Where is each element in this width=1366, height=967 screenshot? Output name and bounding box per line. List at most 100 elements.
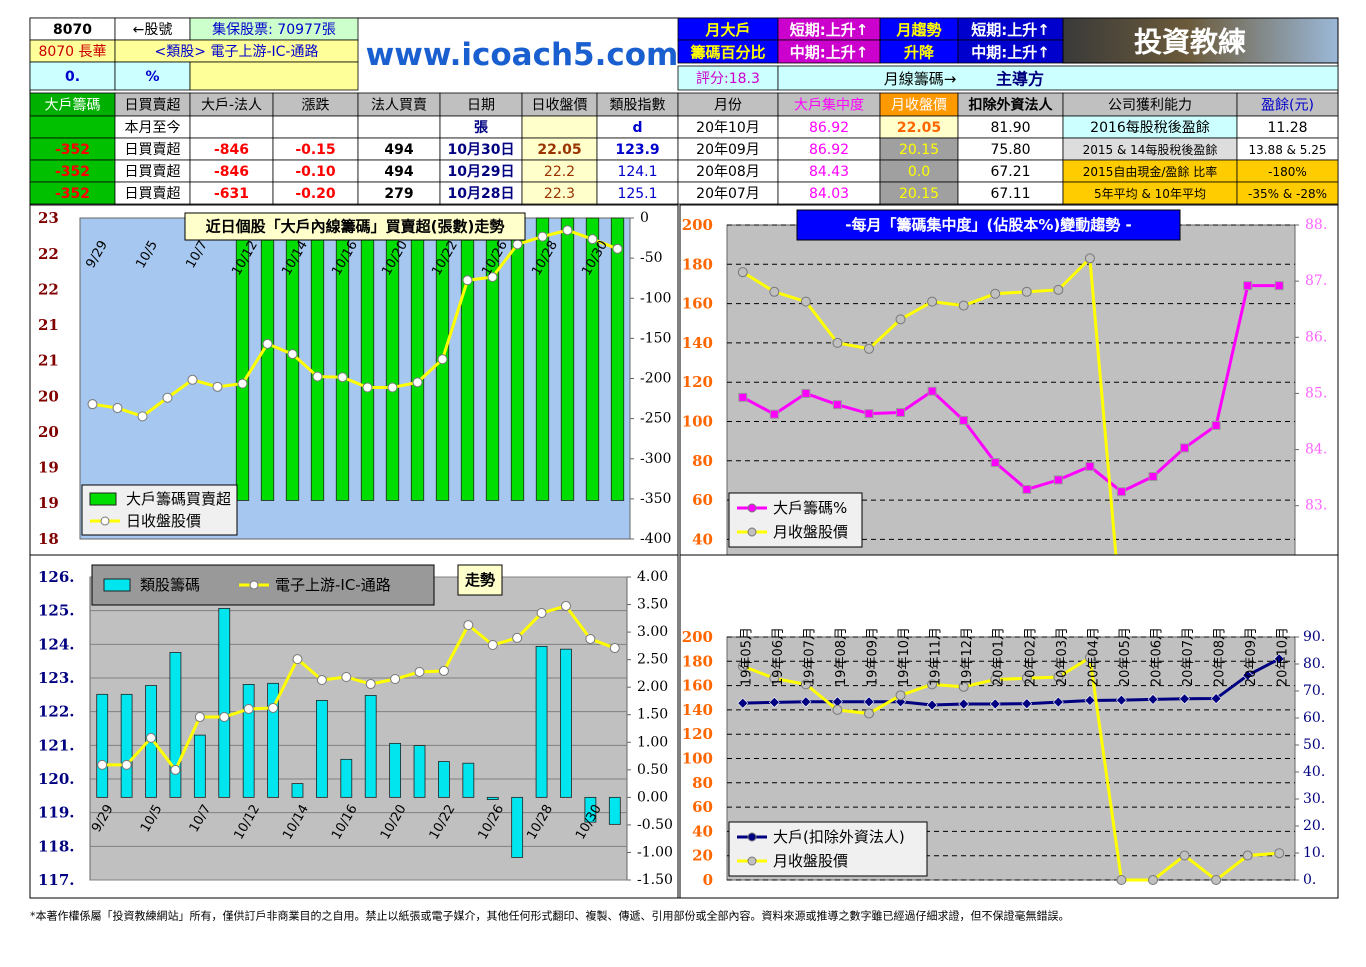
bar: [193, 734, 206, 798]
y2-tick-label: 60.: [1303, 710, 1325, 726]
x-tick-label: 20年01月: [992, 627, 1007, 686]
marker: [243, 703, 254, 714]
cell-text: 20年08月: [696, 164, 760, 180]
marker: [801, 388, 811, 398]
cell-text: 類股指數: [610, 98, 666, 114]
marker: [990, 457, 1000, 467]
y-tick-label: 80: [692, 774, 713, 792]
marker: [512, 632, 523, 643]
y-tick-label: 100: [682, 750, 713, 768]
y2-tick-label: -400: [640, 531, 671, 547]
y-tick-label: 180: [682, 652, 713, 670]
marker: [1084, 695, 1096, 706]
bar: [389, 742, 402, 798]
cell-text: 短期:上升↑: [971, 21, 1050, 39]
cell-text: 日買賣超: [125, 98, 181, 114]
bar: [413, 745, 426, 798]
marker: [463, 620, 474, 631]
bar: [460, 217, 475, 501]
x-tick-label: 20年03月: [1055, 627, 1070, 686]
bar: [438, 761, 450, 798]
y-tick-label: 23: [38, 209, 59, 227]
legend-marker: [249, 580, 259, 590]
marker: [162, 392, 173, 403]
cell-text: 升降: [904, 44, 935, 62]
y2-tick-label: 83.: [1305, 498, 1327, 514]
marker: [800, 679, 811, 690]
bar: [608, 796, 621, 825]
cell-text: -180%: [1268, 165, 1307, 179]
marker: [536, 608, 547, 619]
bar: [585, 217, 600, 501]
y2-tick-label: 0.00: [637, 789, 668, 805]
y-tick-label: 21: [38, 352, 59, 370]
marker: [1084, 652, 1095, 663]
cell-text: 評分:18.3: [696, 71, 760, 87]
title-box: [184, 212, 526, 241]
y2-tick-label: 80.: [1303, 656, 1325, 672]
x-tick-label: 20年02月: [1023, 627, 1038, 686]
footer: *本著作權係屬「投資教練網站」所有，僅供訂戶非商業目的之自用。禁止以紙張或電子媒…: [30, 909, 1070, 923]
cell-text: 日期: [467, 98, 495, 114]
marker: [1022, 484, 1032, 494]
monthly-label: 月線籌碼→: [884, 70, 957, 88]
bar: [364, 695, 377, 798]
logo: [1062, 17, 1339, 64]
marker: [112, 403, 123, 414]
bar: [340, 758, 353, 798]
cell-text: 22.05: [537, 142, 581, 158]
marker: [219, 712, 230, 723]
marker: [341, 671, 352, 682]
legend-marker: [747, 503, 757, 513]
y-tick-label: 118.: [38, 837, 75, 855]
marker: [927, 296, 938, 307]
cell: [357, 115, 441, 139]
cell-text: 0.0: [908, 164, 930, 180]
y-tick-label: 40: [692, 822, 713, 840]
y2-tick-label: -1.50: [637, 872, 673, 888]
y2-tick-label: 1.50: [637, 707, 668, 723]
cell-text: 124.1: [617, 164, 657, 180]
y-tick-label: 123.: [38, 669, 75, 687]
marker: [1148, 875, 1158, 885]
marker: [895, 690, 906, 701]
y2-tick-label: 3.50: [637, 597, 668, 613]
y-tick-label: 21: [38, 316, 59, 334]
bar: [242, 684, 255, 798]
cell-text: 20.15: [899, 142, 939, 158]
bar: [218, 608, 231, 798]
y-tick-label: 121.: [38, 736, 75, 754]
marker: [1147, 693, 1159, 705]
y2-tick-label: 88.: [1305, 217, 1327, 233]
y-tick-label: 160: [682, 295, 713, 313]
bar: [315, 700, 328, 798]
y2-tick-label: 10.: [1303, 845, 1325, 861]
y2-tick-label: -100: [640, 290, 671, 306]
marker: [958, 300, 969, 311]
cell-text: 日買賣超: [125, 186, 181, 202]
cell-text: 大戶-法人: [201, 98, 262, 114]
marker: [287, 349, 298, 360]
marker: [737, 697, 749, 709]
marker: [362, 382, 373, 393]
marker: [414, 666, 425, 677]
cell: [521, 115, 598, 139]
marker: [1053, 672, 1064, 683]
marker: [537, 231, 548, 242]
legend-label: 月收盤股價: [773, 523, 848, 541]
x-tick-label: 20年07月: [1181, 627, 1196, 686]
marker: [487, 272, 498, 283]
legend-label: 大戶籌碼%: [773, 499, 847, 517]
cell-text: -352: [55, 164, 90, 180]
marker: [437, 354, 448, 365]
marker: [769, 286, 780, 297]
marker: [612, 243, 623, 254]
cell-text: 494: [384, 164, 413, 180]
chart: 117. 118. 119. 120. 121. 122. 123. 124. 125. 126.…: [38, 564, 673, 889]
x-tick-label: 20年09月: [1244, 627, 1259, 686]
y-tick-label: 80: [692, 452, 713, 470]
legend-swatch: [89, 492, 117, 506]
marker: [1116, 694, 1127, 706]
marker: [560, 600, 571, 611]
